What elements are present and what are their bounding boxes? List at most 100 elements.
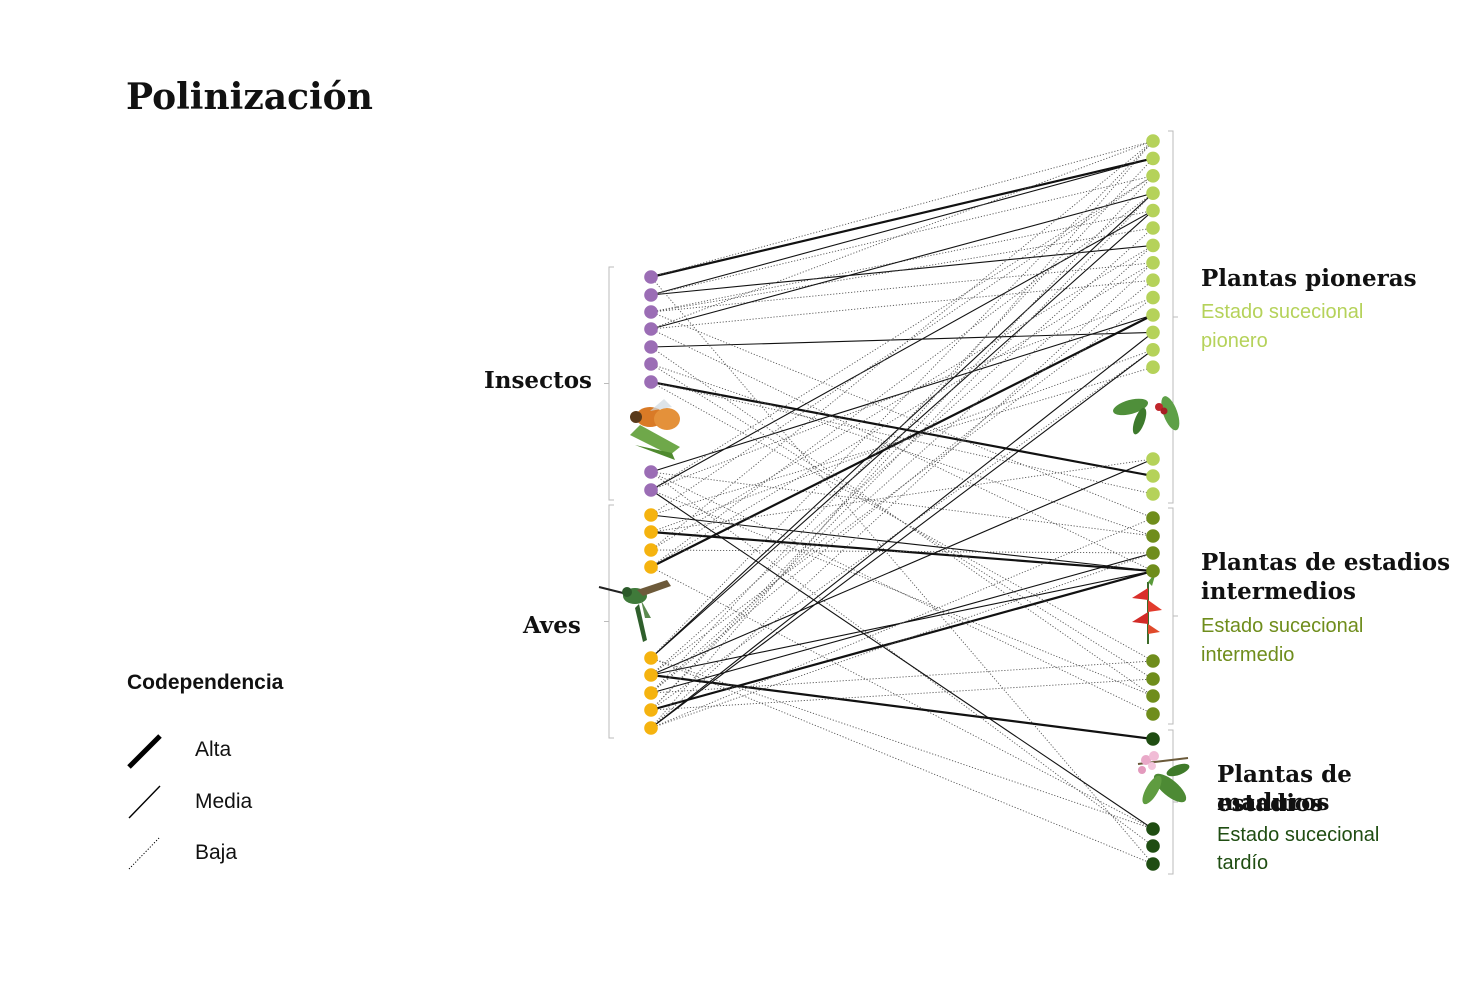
thick-line-icon <box>127 734 162 769</box>
pollination-link <box>650 366 1154 516</box>
pioneer-plant-node <box>1146 186 1160 200</box>
pioneer-plant-node <box>1146 255 1160 270</box>
pollination-link <box>650 158 1154 694</box>
intermediate-plant-node <box>1146 564 1160 578</box>
pollination-link <box>650 380 1154 478</box>
pollination-link <box>650 210 1154 659</box>
intermediate-plant-node <box>1146 672 1160 686</box>
insect-node <box>644 340 658 354</box>
bird-node <box>644 668 658 682</box>
insect-node <box>644 375 658 389</box>
mature-plants-title-line1: Plantas de estadios <box>1217 761 1352 817</box>
mature-plant-node <box>1146 822 1160 836</box>
pollination-link <box>650 657 1154 865</box>
network-edges <box>650 140 1154 865</box>
pioneer-plant-node <box>1146 308 1160 322</box>
insect-node <box>644 288 658 302</box>
pioneer-plant-node <box>1146 169 1160 183</box>
pollination-link <box>650 157 1154 279</box>
insects-group-label: Insectos <box>484 367 592 394</box>
intermediate-plant-node <box>1146 707 1160 721</box>
pollination-link <box>650 276 1154 865</box>
pollination-link <box>650 140 1154 330</box>
pollination-link <box>650 458 1154 676</box>
pollination-link <box>650 210 1154 491</box>
insect-node <box>644 270 658 284</box>
legend-title: Codependencia <box>127 671 284 694</box>
pollination-link <box>650 245 1154 551</box>
species-illustrations <box>598 396 1190 805</box>
pollination-link <box>650 489 1154 697</box>
mature-plants-title-line2: maduros <box>1217 789 1330 816</box>
pollination-link <box>650 314 1154 473</box>
birds-bracket <box>604 504 614 739</box>
pioneer-plant-node <box>1146 273 1160 288</box>
intermediate-plant-node <box>1146 689 1160 703</box>
pollination-link <box>650 244 1154 296</box>
network-nodes <box>644 134 1160 871</box>
insect-node <box>644 483 658 497</box>
insect-node <box>644 357 658 371</box>
legend-label-medium: Media <box>195 790 253 813</box>
bird-node <box>644 721 658 735</box>
bird-node <box>644 651 658 665</box>
pollination-link <box>650 489 1154 830</box>
pollination-link <box>650 140 1154 551</box>
pollination-link <box>650 381 1154 495</box>
mature-plants-subtitle-line2: tardío <box>1217 852 1269 874</box>
pollination-link <box>650 552 1154 694</box>
legend-item-high: Alta <box>127 730 327 770</box>
pioneer-plant-node <box>1146 487 1160 501</box>
pollination-link <box>650 349 1154 729</box>
birds-group-label: Aves <box>523 612 581 639</box>
pollination-link <box>650 471 1154 715</box>
pioneer-plant-node <box>1146 343 1160 357</box>
legend-label-high: Alta <box>195 738 232 761</box>
bird-node <box>644 703 658 717</box>
hummingbird-icon <box>598 580 671 642</box>
insect-node <box>644 322 658 336</box>
pollination-link <box>650 569 1154 712</box>
pollination-link <box>650 279 1154 330</box>
pollination-link <box>650 331 1154 348</box>
pioneer-plants-title: Plantas pioneras <box>1201 265 1417 292</box>
pollination-link <box>650 297 1154 491</box>
pioneer-plant-node <box>1146 151 1160 166</box>
pollination-link <box>650 566 1154 830</box>
mature-plants-subtitle-line1: Estado sucecional <box>1217 824 1380 846</box>
pioneer-plant-node <box>1146 325 1160 340</box>
pollination-link <box>650 157 1154 296</box>
pollination-link <box>650 140 1154 278</box>
pioneer-plant-node <box>1146 134 1160 148</box>
pollination-link <box>650 530 1154 573</box>
bird-node <box>644 560 658 574</box>
pollination-link <box>650 175 1154 711</box>
pollination-link <box>650 514 1154 572</box>
pioneer-plant-node <box>1146 290 1160 305</box>
pioneer-plants-subtitle-line2: pionero <box>1201 330 1268 352</box>
pioneer-bracket <box>1168 130 1178 504</box>
mature-plant-node <box>1146 857 1160 871</box>
intermediate-plant-node <box>1146 546 1160 560</box>
pollination-link <box>650 458 1154 533</box>
group-brackets <box>604 130 1178 875</box>
pollination-link <box>650 262 1154 729</box>
pioneer-plant-node <box>1146 203 1160 218</box>
pollination-link <box>650 517 1154 729</box>
pollination-link <box>650 311 1154 519</box>
intermediate-plant-node <box>1146 511 1160 525</box>
pollination-link <box>650 175 1154 296</box>
pollination-link <box>650 673 1154 741</box>
pollination-link <box>650 262 1154 568</box>
page-title: Polinización <box>126 76 373 118</box>
pollination-link <box>650 175 1154 516</box>
bee-icon <box>630 399 680 460</box>
coffee-plant-icon <box>1113 396 1180 435</box>
pioneer-plants-subtitle-line1: Estado sucecional <box>1201 301 1364 323</box>
dotted-line-icon <box>128 836 161 870</box>
pioneer-plant-node <box>1146 452 1160 466</box>
pollination-link <box>650 328 1154 572</box>
insect-node <box>644 305 658 319</box>
pollination-link <box>650 140 1154 659</box>
